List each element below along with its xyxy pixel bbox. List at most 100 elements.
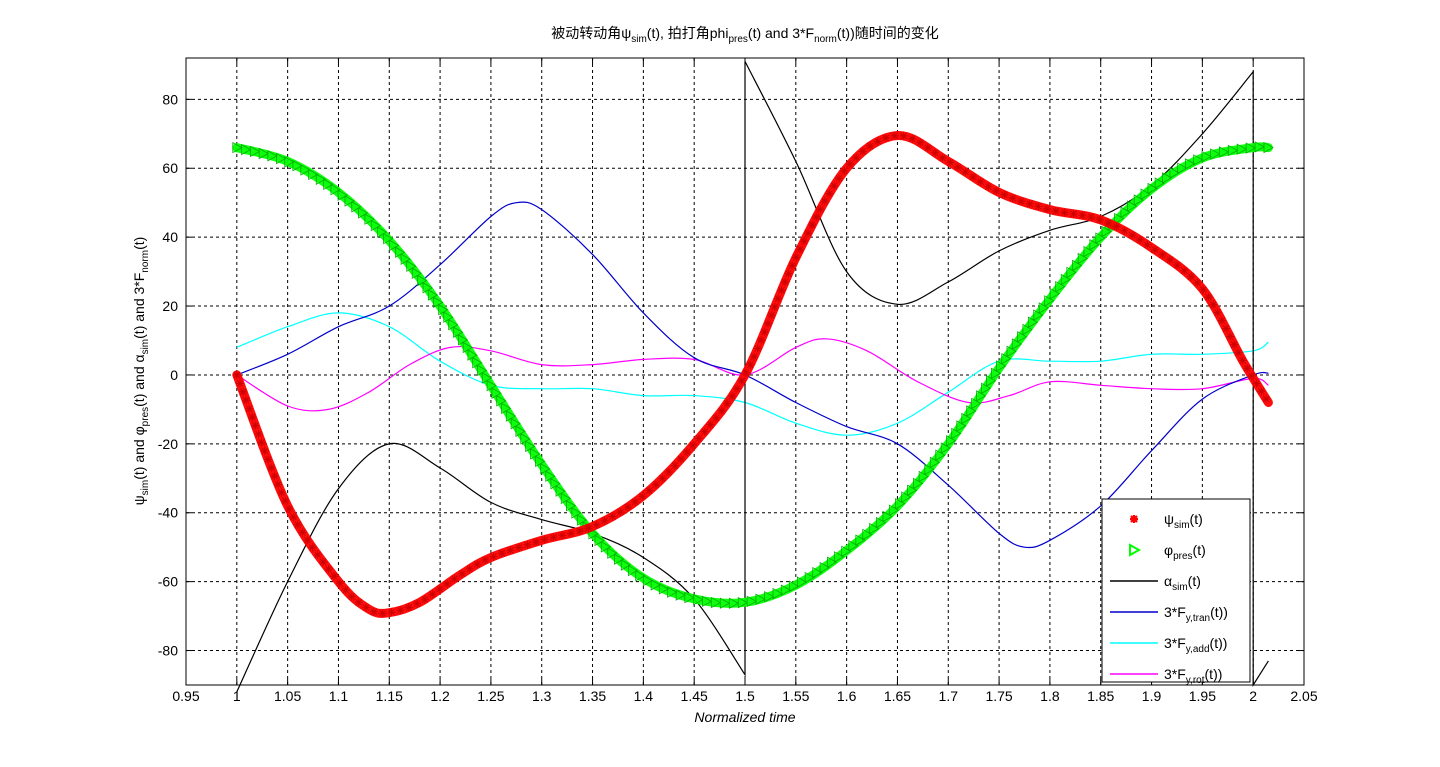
- y-tick-label: -40: [158, 505, 178, 521]
- star-marker: [938, 153, 947, 162]
- star-marker: [825, 189, 834, 198]
- triangle-marker: [344, 195, 355, 207]
- triangle-marker: [323, 178, 334, 191]
- y-tick-label: 20: [162, 298, 178, 314]
- triangle-marker: [1033, 309, 1044, 321]
- series-line: [236, 312, 1269, 436]
- triangle-marker: [1201, 150, 1212, 163]
- star-marker: [465, 564, 474, 573]
- star-marker: [623, 503, 632, 512]
- x-tick-label: 1.55: [782, 688, 809, 704]
- star-marker: [1217, 316, 1226, 325]
- star-marker: [1234, 348, 1243, 357]
- triangle-marker: [571, 507, 582, 519]
- triangle-marker: [1193, 154, 1204, 166]
- triangle-marker: [267, 150, 278, 162]
- triangle-marker: [913, 477, 924, 490]
- triangle-marker: [772, 587, 783, 600]
- star-marker: [443, 579, 452, 588]
- star-marker: [1204, 293, 1213, 302]
- star-marker: [270, 472, 279, 481]
- triangle-marker: [901, 491, 912, 503]
- triangle-marker: [566, 500, 577, 512]
- star-marker: [293, 520, 302, 529]
- triangle-marker: [258, 147, 269, 160]
- star-marker: [378, 609, 387, 618]
- y-axis-label: ψsim(t) and φpres(t) and αsim(t) and 3*F…: [131, 237, 151, 506]
- x-tick-label: 1.2: [430, 688, 450, 704]
- triangle-marker: [433, 296, 444, 309]
- triangle-marker: [834, 551, 845, 563]
- triangle-marker: [1017, 331, 1028, 343]
- star-marker: [984, 182, 993, 191]
- triangle-marker: [241, 143, 252, 156]
- star-marker: [1158, 250, 1167, 259]
- triangle-marker: [658, 583, 670, 595]
- legend-label: 3*Fy,tran(t)): [1164, 604, 1228, 624]
- triangle-marker: [1072, 259, 1083, 272]
- triangle-marker: [1236, 143, 1247, 155]
- star-marker: [354, 598, 363, 607]
- triangle-marker: [1169, 167, 1180, 179]
- x-tick-label: 1.65: [884, 688, 911, 704]
- triangle-marker: [1133, 194, 1144, 206]
- star-marker: [1034, 202, 1043, 211]
- triangle-marker: [971, 397, 982, 410]
- triangle-marker: [780, 584, 792, 596]
- star-marker: [670, 461, 679, 470]
- star-marker: [742, 368, 751, 377]
- star-marker: [1252, 379, 1261, 388]
- triangle-marker: [337, 189, 348, 201]
- y-tick-label: 80: [162, 91, 178, 107]
- triangle-marker: [1177, 162, 1188, 174]
- star-marker: [362, 603, 371, 612]
- triangle-marker: [827, 556, 838, 568]
- star-marker: [267, 463, 276, 472]
- triangle-marker: [855, 534, 866, 546]
- star-marker: [404, 603, 413, 612]
- star-marker: [324, 565, 333, 574]
- star-marker: [728, 392, 737, 401]
- star-marker: [1051, 207, 1060, 216]
- star-marker: [1087, 213, 1096, 222]
- triangle-marker: [540, 463, 551, 475]
- triangle-marker: [1089, 239, 1100, 251]
- triangle-marker: [728, 597, 740, 609]
- star-marker: [651, 480, 660, 489]
- star-marker: [873, 137, 882, 146]
- triangle-marker: [607, 547, 618, 559]
- star-marker: [767, 311, 776, 320]
- star-marker: [916, 138, 925, 147]
- triangle-marker: [613, 553, 625, 565]
- triangle-marker: [292, 160, 303, 172]
- star-marker: [858, 147, 867, 156]
- triangle-marker: [961, 412, 972, 425]
- star-marker: [420, 595, 429, 604]
- x-tick-label: 1.6: [837, 688, 857, 704]
- star-marker: [285, 504, 294, 513]
- triangle-marker: [1095, 232, 1106, 244]
- star-marker: [852, 153, 861, 162]
- star-marker: [616, 507, 625, 516]
- x-tick-label: 1: [233, 688, 241, 704]
- triangle-marker: [737, 596, 749, 609]
- star-marker: [800, 237, 809, 246]
- star-marker: [277, 488, 286, 497]
- triangle-marker: [719, 597, 731, 609]
- star-marker: [260, 446, 269, 455]
- star-marker: [232, 370, 241, 379]
- triangle-marker: [417, 274, 428, 287]
- triangle-marker: [812, 566, 823, 579]
- star-marker: [1262, 394, 1271, 403]
- triangle-marker: [351, 201, 362, 213]
- triangle-marker: [1140, 188, 1151, 200]
- triangle-marker: [675, 589, 686, 601]
- star-marker: [549, 533, 558, 542]
- triangle-marker: [620, 559, 632, 571]
- triangle-marker: [986, 375, 997, 387]
- star-marker: [396, 606, 405, 615]
- star-marker: [1213, 308, 1222, 317]
- x-tick-label: 0.95: [172, 688, 199, 704]
- triangle-marker: [1210, 148, 1221, 160]
- triangle-marker: [1101, 225, 1112, 238]
